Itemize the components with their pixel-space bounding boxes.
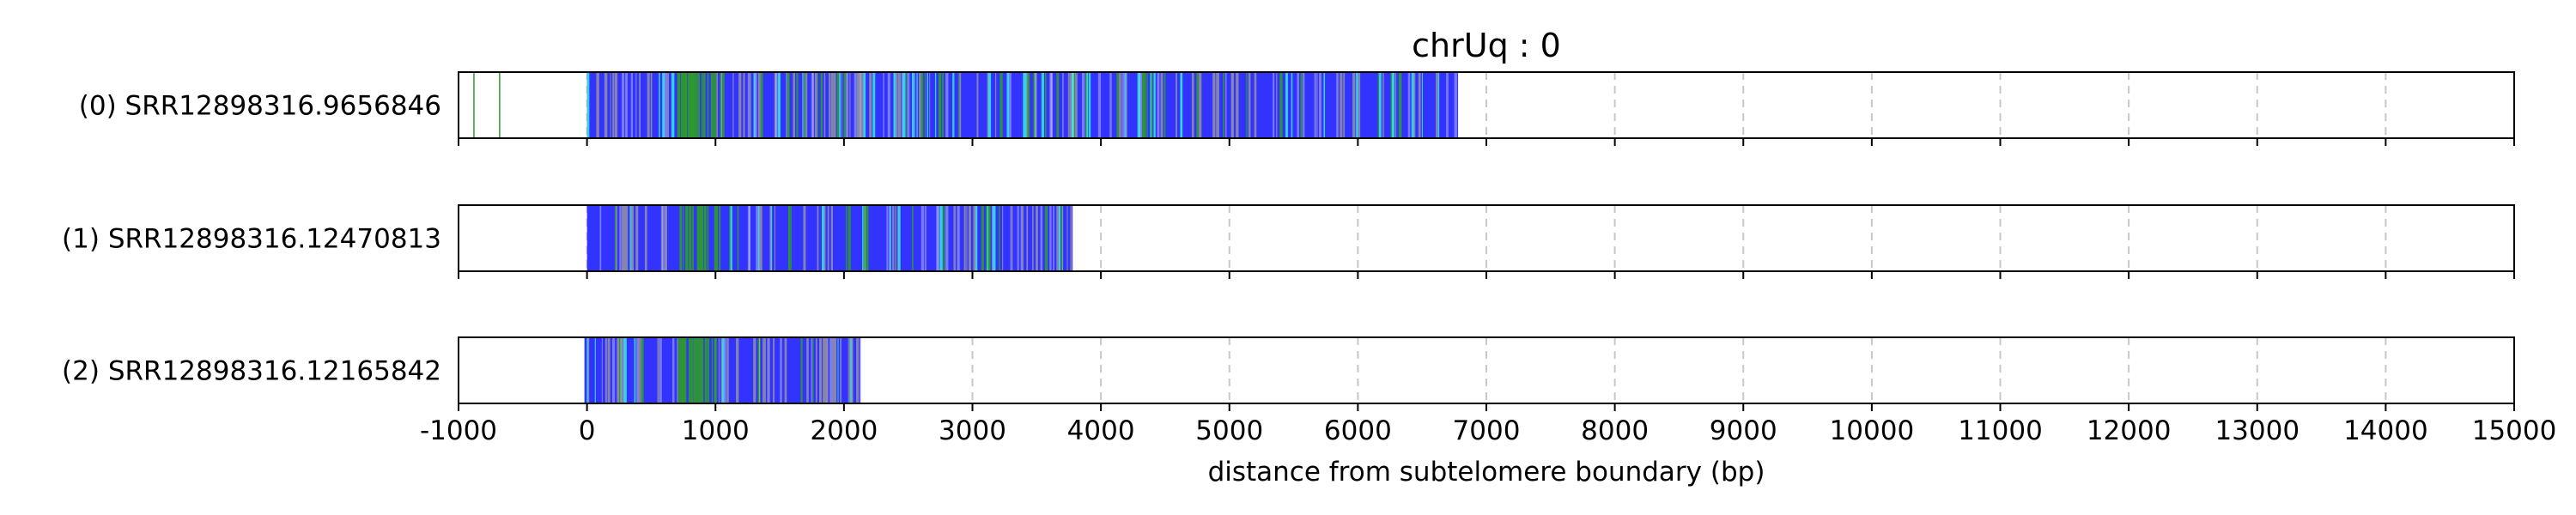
- read-stripes: [586, 72, 1458, 138]
- read-label: (0) SRR12898316.9656846: [79, 91, 441, 122]
- tracks: (0) SRR12898316.9656846 (1) SRR12898316.1…: [62, 71, 2515, 411]
- tick-label: 11000: [1958, 415, 2043, 446]
- tick-label: 12000: [2087, 415, 2172, 446]
- tick-label: 8000: [1581, 415, 1649, 446]
- chart-title: chrUq : 0: [1412, 27, 1561, 64]
- tick-label: 15000: [2472, 415, 2557, 446]
- bars: [473, 72, 1459, 403]
- read-stripes: [586, 337, 863, 403]
- tick-label: -1000: [420, 415, 497, 446]
- tick-label: 3000: [939, 415, 1006, 446]
- tick-label: 5000: [1195, 415, 1263, 446]
- x-axis-label: distance from subtelomere boundary (bp): [1208, 457, 1765, 488]
- read-bar: [586, 72, 1459, 138]
- read-bar: [586, 205, 1073, 271]
- tick-label: 2000: [810, 415, 878, 446]
- tick-label: 9000: [1710, 415, 1777, 446]
- tick-label: 1000: [682, 415, 750, 446]
- tick-label: 6000: [1324, 415, 1392, 446]
- tick-label: 0: [579, 415, 596, 446]
- read-label: (2) SRR12898316.12165842: [62, 356, 441, 387]
- tick-label: 7000: [1453, 415, 1521, 446]
- tick-label: 14000: [2343, 415, 2428, 446]
- tick-label: 13000: [2215, 415, 2300, 446]
- tick-label: 10000: [1830, 415, 1915, 446]
- x-axis: -1000 0 1000 2000 3000 4000 5000 6000 7000 8000 90…: [420, 415, 2556, 446]
- read-label: (1) SRR12898316.12470813: [62, 224, 441, 255]
- read-stripes: [599, 205, 1072, 271]
- tick-label: 4000: [1067, 415, 1135, 446]
